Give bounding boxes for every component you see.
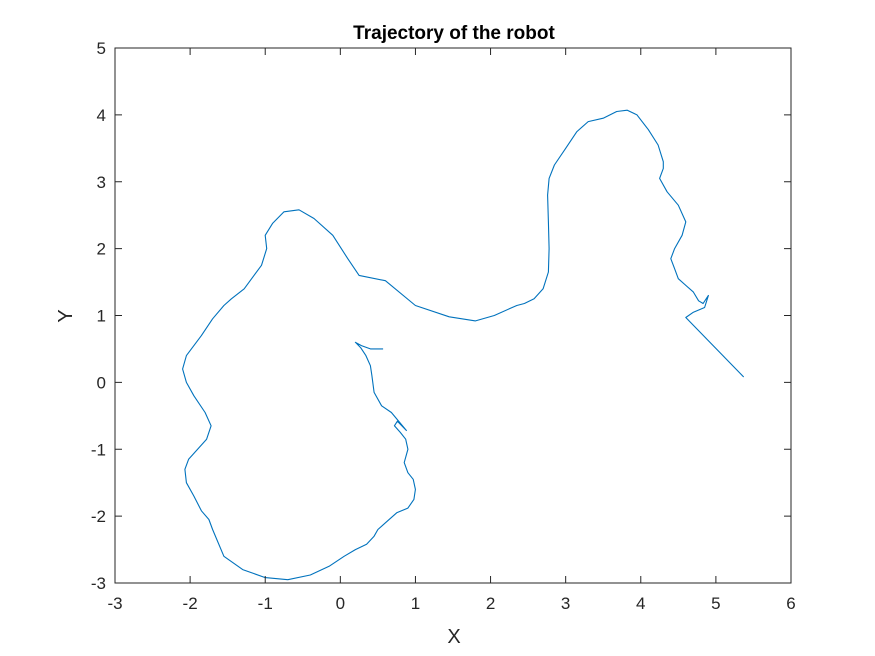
x-tick-label: 1 [411, 594, 420, 613]
y-tick-label: -1 [91, 440, 106, 459]
series-layer [182, 109, 745, 581]
x-tick-label: 5 [711, 594, 720, 613]
y-tick-label: 2 [97, 240, 106, 259]
y-tick-label: 4 [97, 106, 106, 125]
x-axis-title: X [447, 626, 460, 648]
axes-box [114, 47, 792, 584]
y-axis-title: Y [55, 309, 77, 322]
x-tick-label: -2 [183, 594, 198, 613]
x-tick-label: 2 [486, 594, 495, 613]
y-tick-label: -3 [91, 574, 106, 593]
tick-marks [114, 47, 792, 584]
chart-title: Trajectory of the robot [353, 23, 555, 44]
x-tick-label: -3 [107, 594, 122, 613]
trajectory-line-0 [182, 109, 745, 581]
x-tick-label: 4 [636, 594, 645, 613]
x-tick-label: -1 [258, 594, 273, 613]
plot-area [114, 47, 792, 584]
tick-labels: -3 -2 -1 0 1 2 3 4 5 6 -3 -2 -1 0 1 2 3 4 5 [91, 39, 796, 613]
x-tick-label: 6 [786, 594, 795, 613]
y-tick-label: -2 [91, 507, 106, 526]
y-tick-label: 5 [97, 39, 106, 58]
y-tick-label: 1 [97, 307, 106, 326]
y-tick-label: 3 [97, 173, 106, 192]
x-tick-label: 0 [336, 594, 345, 613]
y-tick-label: 0 [97, 373, 106, 392]
x-tick-label: 3 [561, 594, 570, 613]
